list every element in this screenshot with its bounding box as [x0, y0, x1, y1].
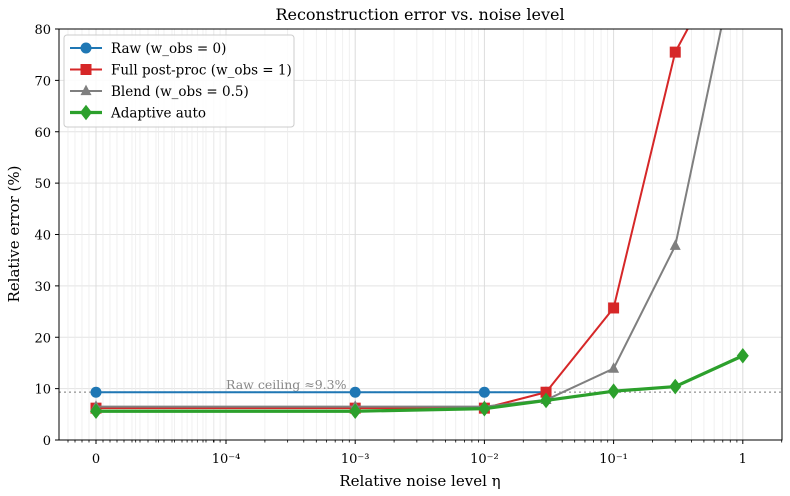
legend-label: Adaptive auto — [110, 106, 206, 122]
y-tick-label: 50 — [34, 177, 51, 192]
y-tick-label: 80 — [34, 23, 51, 38]
y-axis-label: Relative error (%) — [5, 166, 23, 303]
legend-label: Raw (w_obs = 0) — [111, 41, 226, 57]
x-tick-label: 10⁻⁴ — [212, 452, 241, 467]
legend-label: Blend (w_obs = 0.5) — [111, 84, 249, 100]
y-tick-label: 60 — [34, 126, 51, 141]
series-group — [90, 29, 749, 420]
data-point — [608, 302, 620, 314]
data-point — [80, 42, 92, 54]
data-point — [608, 362, 620, 373]
x-tick-label: 10⁻² — [470, 452, 499, 467]
y-tick-label: 0 — [43, 434, 51, 449]
series-line — [96, 354, 744, 413]
reference-line-label: Raw ceiling ≈9.3% — [226, 377, 347, 392]
data-point — [80, 84, 92, 96]
y-tick-label: 70 — [34, 74, 51, 89]
ticks: 0 10 20 30 40 50 60 70 80 0 10⁻⁴ 10⁻³ 10⁻² 10⁻¹ 1 — [34, 23, 783, 467]
data-point — [669, 46, 681, 58]
x-axis-label: Relative noise level η — [339, 472, 500, 490]
data-point — [90, 403, 102, 420]
legend: Raw (w_obs = 0) Full post-proc (w_obs = 1… — [63, 34, 295, 128]
chart-title: Reconstruction error vs. noise level — [275, 5, 564, 24]
y-tick-label: 10 — [34, 383, 51, 398]
data-point — [349, 403, 362, 420]
x-tick-label: 0 — [92, 452, 100, 467]
data-point — [669, 239, 681, 250]
data-point — [540, 386, 552, 398]
x-tick-label: 1 — [739, 452, 747, 467]
data-point — [540, 392, 553, 409]
data-point — [80, 104, 92, 121]
y-tick-label: 40 — [34, 229, 51, 244]
data-point — [736, 347, 749, 364]
y-tick-label: 30 — [34, 280, 51, 295]
legend-label: Full post-proc (w_obs = 1) — [111, 63, 292, 79]
x-tick-label: 10⁻¹ — [599, 452, 628, 467]
legend-box — [63, 34, 295, 128]
data-point — [478, 386, 490, 398]
data-point — [478, 400, 491, 417]
y-tick-label: 20 — [34, 331, 51, 346]
series-3 — [90, 347, 749, 420]
x-tick-label: 10⁻³ — [341, 452, 370, 467]
data-point — [349, 386, 361, 398]
data-point — [669, 378, 682, 395]
data-point — [607, 383, 620, 399]
data-point — [90, 386, 102, 398]
data-point — [80, 64, 92, 75]
